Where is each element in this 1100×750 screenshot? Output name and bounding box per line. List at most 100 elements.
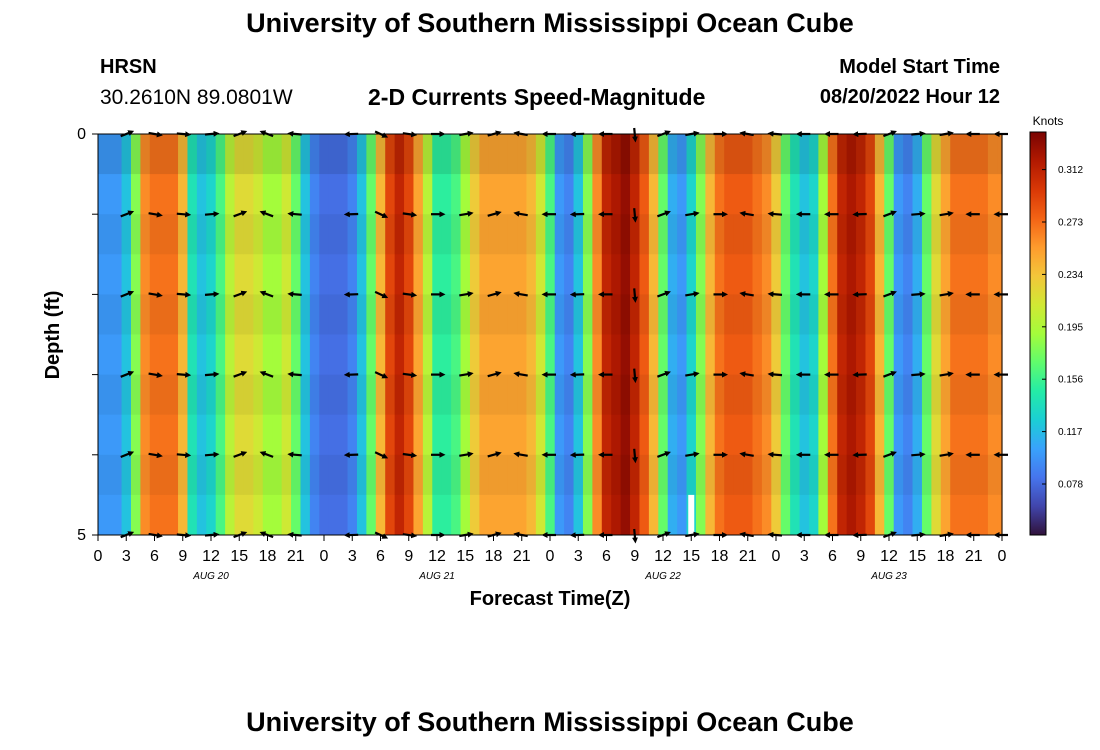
heatmap-cell xyxy=(102,134,113,535)
y-axis-label: Depth (ft) xyxy=(42,291,64,380)
heatmap-cell xyxy=(743,134,754,535)
day-label: AUG 20 xyxy=(192,571,229,582)
heatmap-cell xyxy=(818,134,829,535)
x-tick-label: 18 xyxy=(711,548,729,565)
heatmap-cell xyxy=(658,134,669,535)
heatmap-cell xyxy=(441,134,452,535)
current-vector xyxy=(120,451,135,459)
heatmap-cell xyxy=(884,134,895,535)
current-vector xyxy=(120,210,135,218)
depth-band xyxy=(98,454,1002,495)
current-vector xyxy=(767,211,783,217)
current-vector xyxy=(259,451,274,458)
heatmap-cell xyxy=(630,134,641,535)
x-tick-label: 6 xyxy=(828,548,837,565)
y-axis-ticks: 05 xyxy=(77,126,98,544)
current-vector xyxy=(911,451,926,458)
depth-band xyxy=(98,214,1002,255)
chart-title: 2-D Currents Speed-Magnitude xyxy=(368,84,706,110)
current-vector xyxy=(402,291,418,298)
heatmap-cell xyxy=(997,134,1003,535)
colorbar-tick-label: 0.195 xyxy=(1058,322,1083,333)
heatmap-cells xyxy=(98,134,1003,535)
colorbar-tick-label: 0.117 xyxy=(1058,427,1083,438)
x-tick-label: 18 xyxy=(937,548,955,565)
colorbar-tick-label: 0.234 xyxy=(1058,270,1083,281)
heatmap-cell xyxy=(827,134,838,535)
heatmap-cell xyxy=(592,134,603,535)
x-tick-label: 0 xyxy=(998,548,1007,565)
current-vector xyxy=(120,290,135,298)
colorbar-tick-label: 0.312 xyxy=(1058,165,1083,176)
x-tick-label: 15 xyxy=(230,548,248,565)
heatmap-cell xyxy=(573,134,584,535)
heatmap-cell xyxy=(799,134,810,535)
x-axis-label: Forecast Time(Z) xyxy=(470,588,631,610)
heatmap-cell xyxy=(498,134,509,535)
station-location: 30.2610N 89.0801W xyxy=(100,86,293,109)
heatmap-cell xyxy=(206,134,217,535)
current-vector xyxy=(233,370,248,378)
current-vector xyxy=(767,291,783,298)
current-vector xyxy=(459,451,474,458)
heatmap-cell xyxy=(300,134,311,535)
heatmap-cell xyxy=(272,134,283,535)
day-label: AUG 22 xyxy=(644,571,681,582)
current-vector xyxy=(487,210,502,217)
current-vector xyxy=(204,371,220,378)
x-tick-label: 21 xyxy=(965,548,983,565)
heatmap-cell xyxy=(385,134,396,535)
x-tick-label: 18 xyxy=(259,548,277,565)
heatmap-cell xyxy=(724,134,735,535)
colorbar: Knots 0.078 0.117 0.156 0.195 0.234 0.273 0.31… xyxy=(1029,114,1083,536)
current-vector xyxy=(374,451,389,459)
x-tick-label: 15 xyxy=(682,548,700,565)
heatmap-cell xyxy=(837,134,848,535)
heatmap-cell xyxy=(469,134,480,535)
current-vector xyxy=(233,451,248,458)
colorbar-tick-label: 0.273 xyxy=(1058,218,1083,229)
current-vector xyxy=(204,291,220,298)
current-vector xyxy=(487,290,502,298)
heatmap-cell xyxy=(912,134,923,535)
x-tick-label: 3 xyxy=(574,548,583,565)
current-vector xyxy=(148,211,163,218)
heatmap-cell xyxy=(328,134,339,535)
day-label: AUG 21 xyxy=(418,571,455,582)
heatmap-cell xyxy=(582,134,593,535)
current-vector xyxy=(685,291,700,297)
current-vector xyxy=(259,370,274,378)
heatmap-cell xyxy=(178,134,189,535)
heatmap-cell xyxy=(168,134,179,535)
footer-title: University of Southern Mississippi Ocean… xyxy=(246,707,854,737)
model-start-label: Model Start Time xyxy=(839,56,1000,78)
heatmap-cell xyxy=(187,134,198,535)
current-vector xyxy=(287,291,302,298)
heatmap-cell xyxy=(215,134,226,535)
colorbar-title: Knots xyxy=(1033,114,1064,128)
heatmap-cell xyxy=(488,134,499,535)
current-vector xyxy=(487,371,502,378)
heatmap-cell xyxy=(903,134,914,535)
current-vector xyxy=(685,451,700,458)
current-vector xyxy=(487,451,502,458)
heatmap-cell xyxy=(667,134,678,535)
heatmap-cell xyxy=(959,134,970,535)
x-tick-label: 9 xyxy=(856,548,865,565)
colorbar-ticks: 0.078 0.117 0.156 0.195 0.234 0.273 0.312 xyxy=(1042,165,1083,491)
heatmap-cell xyxy=(112,134,123,535)
colorbar-scale xyxy=(1029,131,1047,536)
current-vector xyxy=(939,210,954,217)
current-vector xyxy=(911,211,926,217)
current-vector xyxy=(176,291,192,298)
station-code: HRSN xyxy=(100,56,157,78)
x-tick-label: 9 xyxy=(178,548,187,565)
depth-band xyxy=(98,374,1002,415)
heatmap-cell xyxy=(149,134,160,535)
x-tick-label: 0 xyxy=(94,548,103,565)
heatmap-cell xyxy=(526,134,537,535)
current-vector xyxy=(374,371,389,379)
heatmap-cell xyxy=(234,134,245,535)
heatmap-cell xyxy=(950,134,961,535)
current-vector xyxy=(513,210,528,217)
